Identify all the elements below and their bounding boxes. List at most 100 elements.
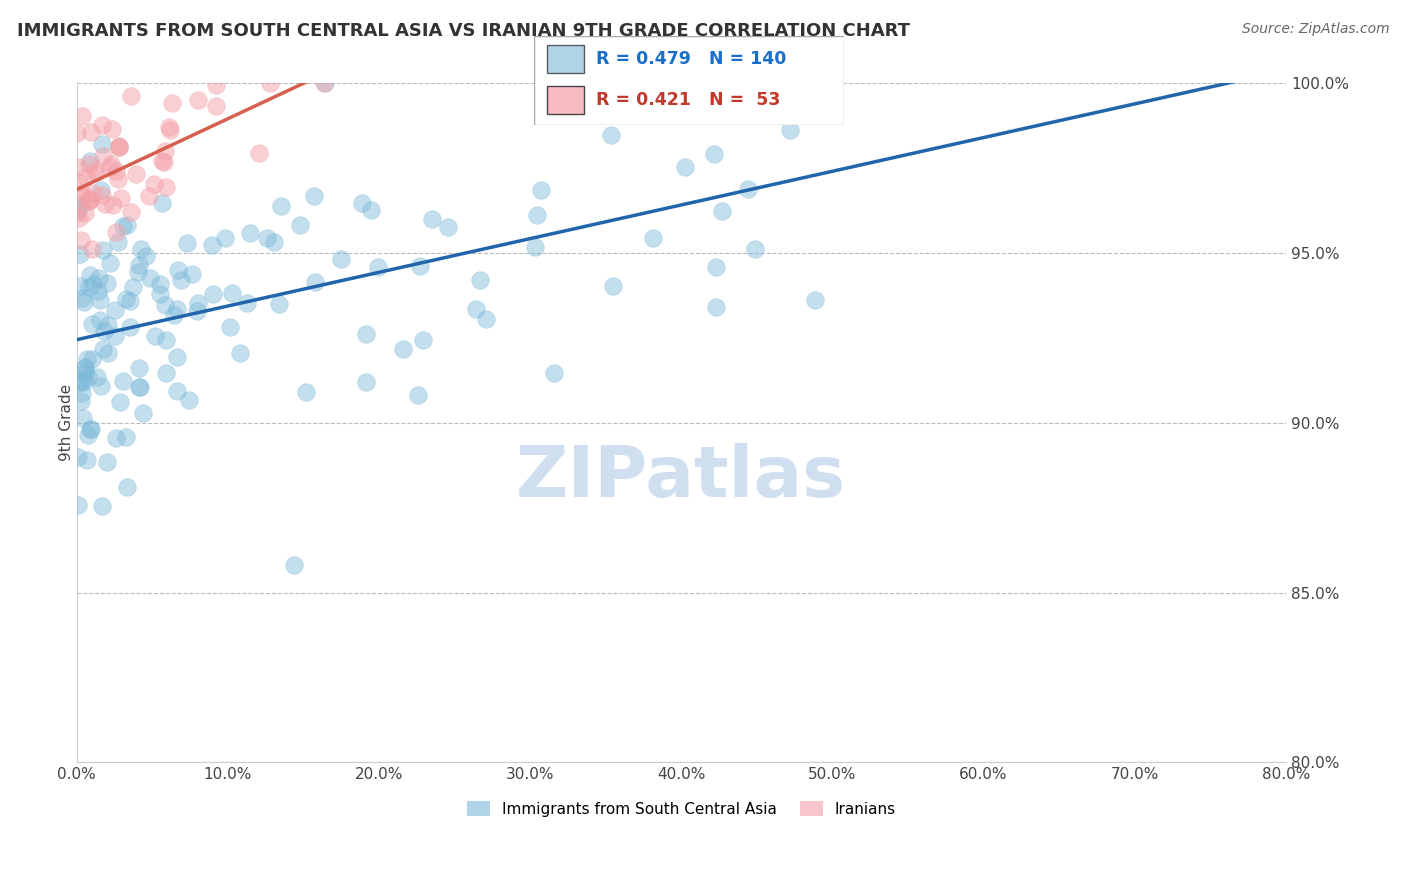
Point: [67, 375, 90, 389]
Point: [101, 197, 124, 211]
Point: [104, 328, 127, 343]
Point: [120, 89, 142, 103]
Point: [66, 126, 89, 140]
Point: [90, 187, 112, 202]
Point: [350, 196, 373, 211]
Point: [706, 260, 728, 274]
Point: [105, 431, 128, 445]
Point: [180, 267, 202, 281]
Point: [69, 246, 91, 260]
FancyBboxPatch shape: [547, 86, 583, 114]
Point: [229, 346, 252, 360]
Point: [166, 302, 188, 317]
Point: [128, 361, 150, 376]
Point: [72, 375, 94, 389]
Text: ZIPatlas: ZIPatlas: [516, 442, 846, 512]
Point: [758, 77, 780, 91]
Point: [120, 205, 142, 219]
Point: [711, 203, 734, 218]
Point: [143, 329, 166, 343]
Point: [787, 77, 810, 91]
Point: [87, 270, 110, 285]
Point: [67, 450, 90, 464]
Point: [110, 191, 132, 205]
Point: [127, 265, 149, 279]
Point: [91, 244, 114, 258]
Point: [599, 128, 621, 143]
Point: [83, 162, 105, 177]
Point: [290, 218, 312, 232]
Point: [69, 279, 91, 293]
Point: [80, 351, 103, 366]
Text: Source: ZipAtlas.com: Source: ZipAtlas.com: [1241, 22, 1389, 37]
Point: [157, 120, 180, 135]
Point: [77, 370, 100, 384]
Point: [75, 359, 97, 374]
Point: [155, 333, 177, 347]
Point: [302, 188, 325, 202]
Point: [91, 136, 114, 151]
Point: [205, 78, 228, 93]
Point: [80, 318, 103, 332]
Point: [121, 280, 143, 294]
Point: [129, 242, 152, 256]
Point: [475, 312, 498, 326]
Point: [77, 428, 100, 442]
Point: [108, 139, 131, 153]
Point: [163, 308, 186, 322]
Point: [104, 225, 127, 239]
Point: [90, 499, 112, 513]
Point: [804, 293, 827, 308]
Point: [73, 366, 96, 380]
Point: [170, 273, 193, 287]
Point: [90, 182, 112, 196]
Point: [138, 189, 160, 203]
Point: [108, 139, 131, 153]
Point: [177, 392, 200, 407]
Point: [267, 297, 290, 311]
Point: [70, 393, 93, 408]
Point: [97, 318, 120, 333]
Point: [107, 140, 129, 154]
Y-axis label: 9th Grade: 9th Grade: [59, 384, 73, 461]
Point: [77, 280, 100, 294]
Point: [765, 77, 787, 91]
Point: [80, 125, 103, 139]
Point: [263, 235, 285, 250]
Point: [91, 149, 114, 163]
Point: [129, 380, 152, 394]
Point: [82, 277, 104, 292]
Point: [202, 287, 225, 301]
Point: [304, 275, 326, 289]
Point: [354, 376, 377, 390]
Point: [100, 157, 122, 171]
Point: [235, 296, 257, 310]
Point: [135, 249, 157, 263]
Point: [69, 375, 91, 389]
Point: [70, 188, 93, 202]
Point: [76, 452, 98, 467]
Point: [70, 110, 93, 124]
Point: [98, 256, 121, 270]
Point: [412, 334, 434, 348]
Point: [89, 313, 111, 327]
Point: [87, 284, 110, 298]
Point: [214, 230, 236, 244]
Point: [283, 558, 305, 573]
Point: [124, 168, 146, 182]
Point: [221, 285, 243, 300]
Point: [66, 206, 89, 220]
Point: [150, 196, 173, 211]
Point: [67, 160, 90, 174]
Point: [120, 319, 142, 334]
Point: [524, 240, 547, 254]
Point: [314, 77, 336, 91]
Point: [80, 242, 103, 256]
Point: [111, 375, 134, 389]
Point: [79, 193, 101, 207]
Point: [703, 147, 725, 161]
Point: [155, 180, 177, 194]
Point: [128, 258, 150, 272]
Text: R = 0.421   N =  53: R = 0.421 N = 53: [596, 91, 780, 109]
Point: [80, 422, 103, 436]
